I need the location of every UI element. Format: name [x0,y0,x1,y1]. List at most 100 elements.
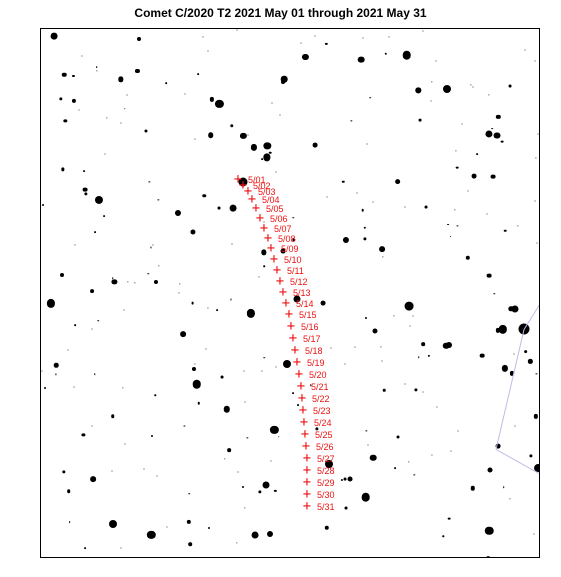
star [112,279,117,284]
star [208,527,210,529]
track-marker: + [295,367,303,381]
star [468,191,469,192]
star [83,170,85,172]
star [364,227,366,229]
star [261,158,263,160]
star [448,517,451,520]
star [425,206,428,209]
star [73,387,74,388]
chart-title: Comet C/2020 T2 2021 May 01 through 2021… [0,6,561,20]
track-marker: + [301,427,309,441]
star [269,151,272,154]
star [275,367,276,368]
star [198,402,200,404]
star [236,542,237,543]
star [228,448,232,452]
track-marker: + [297,379,305,393]
star [47,299,55,307]
star [325,526,329,530]
track-label: 5/29 [317,478,335,488]
track-label: 5/07 [274,224,292,234]
star [431,455,432,456]
star [263,154,270,161]
star [61,168,64,171]
star [135,282,136,283]
star [533,414,537,418]
track-label: 5/16 [301,322,319,332]
star [502,365,508,371]
star [351,121,352,122]
track-label: 5/20 [309,370,327,380]
star [120,548,121,549]
star [436,407,437,408]
star [155,394,156,395]
star [152,244,153,245]
star [126,95,127,96]
star [264,142,271,149]
star [410,326,411,327]
star [493,293,494,294]
star [245,507,246,508]
star [418,119,421,122]
star [536,157,537,158]
star [347,476,352,481]
star [499,325,507,333]
track-label: 5/01 [248,175,266,185]
star [534,200,535,201]
star [344,507,347,510]
star [486,556,490,558]
star [203,37,204,38]
star [240,133,246,139]
star [383,257,384,258]
track-marker: + [264,231,272,245]
star [393,315,394,316]
star [82,433,85,436]
star [302,53,308,59]
star [343,237,349,243]
star [281,249,286,254]
star [383,389,386,392]
star [279,114,280,115]
star [501,140,504,143]
track-label: 5/05 [266,204,284,214]
star [59,97,62,100]
star [205,349,206,350]
star [457,225,458,226]
star [270,460,271,461]
track-marker: + [298,391,306,405]
star [247,134,248,135]
star [149,181,150,182]
star [466,255,470,259]
star [428,354,430,356]
star [62,470,65,473]
star [369,97,371,99]
star [216,309,218,311]
track-marker: + [287,319,295,333]
track-marker: + [289,331,297,345]
star [96,66,98,68]
star [271,102,272,103]
star [69,521,71,523]
star [251,144,257,150]
star [525,50,526,51]
star [238,472,239,473]
star [147,531,155,539]
star [413,315,414,316]
star [530,454,533,457]
star [95,196,103,204]
star [416,88,421,93]
star [443,536,444,537]
star [493,132,500,139]
star [471,174,476,179]
star [237,30,238,31]
star [509,85,512,88]
star [274,490,276,492]
star [310,384,312,386]
star [267,531,273,537]
star [188,542,192,546]
star [414,474,415,475]
star [292,239,295,242]
star [486,273,491,278]
constellation-line [524,302,540,330]
star [408,461,409,462]
